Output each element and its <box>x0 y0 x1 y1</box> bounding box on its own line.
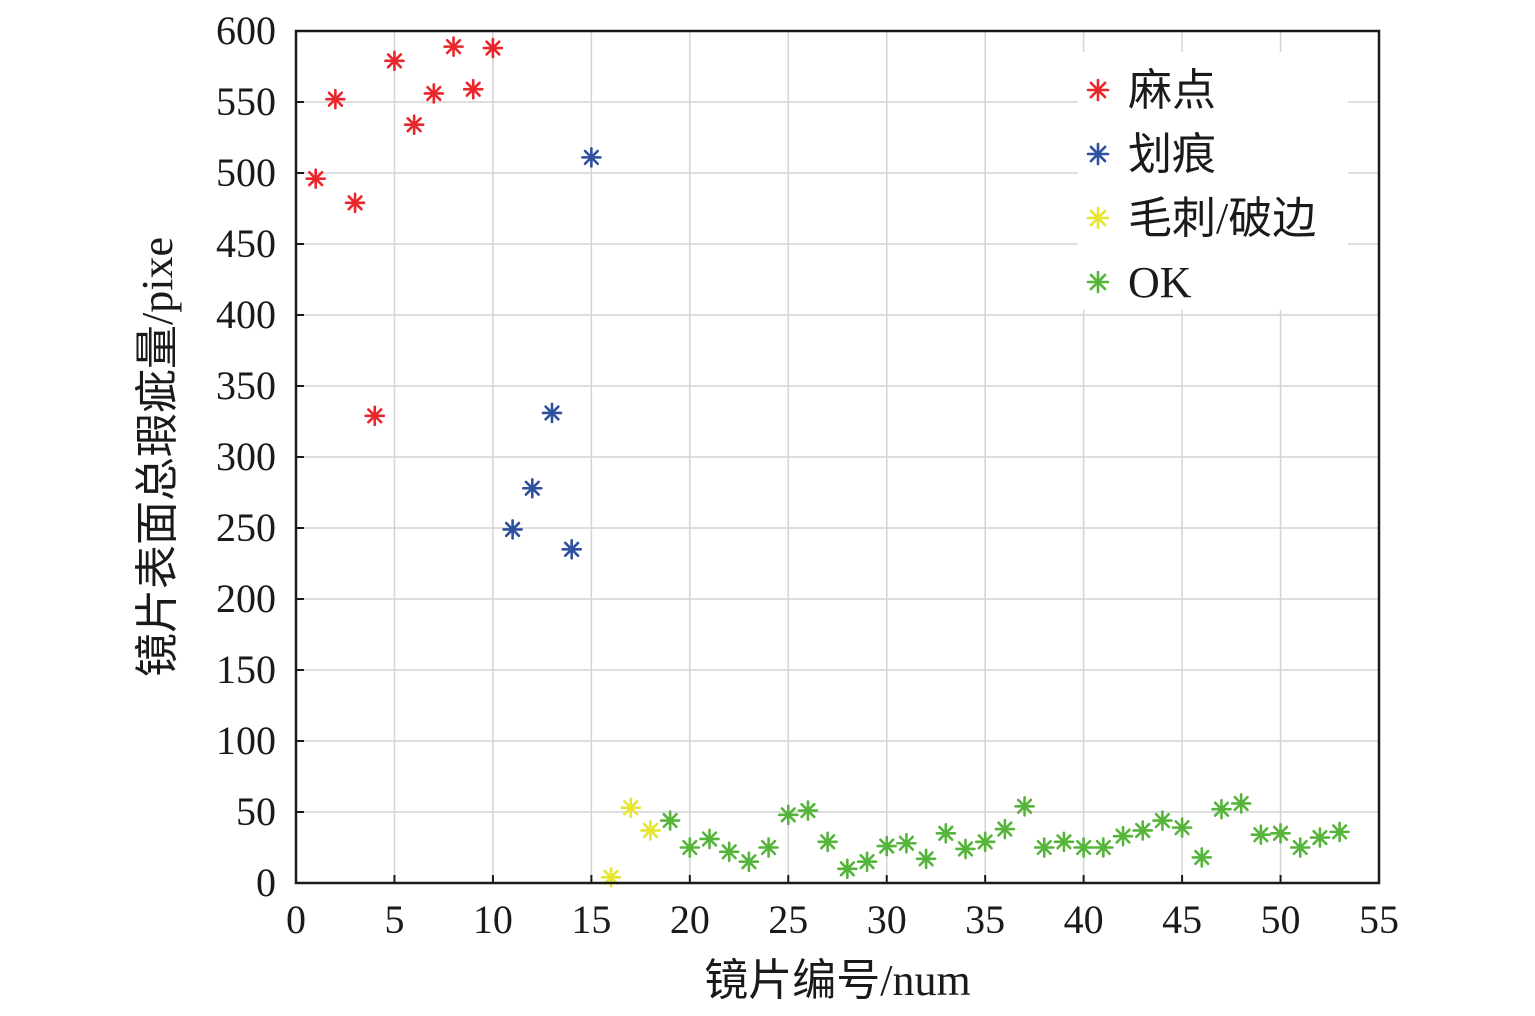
legend-label: 划痕 <box>1128 130 1216 179</box>
legend-label: 毛刺/破边 <box>1128 194 1316 243</box>
data-point <box>423 83 445 104</box>
data-point <box>777 804 799 826</box>
data-point <box>640 820 661 841</box>
x-tick-label: 55 <box>1359 897 1399 942</box>
y-tick-label: 350 <box>216 363 276 408</box>
y-tick-label: 300 <box>216 434 276 479</box>
data-point <box>1152 810 1173 831</box>
y-tick-label: 250 <box>216 505 276 550</box>
data-point <box>1112 825 1134 847</box>
data-point <box>1309 827 1331 848</box>
data-point <box>1270 822 1291 844</box>
x-axis-title: 镜片编号/num <box>704 956 970 1005</box>
data-point <box>403 114 425 136</box>
x-tick-label: 5 <box>384 897 404 942</box>
x-tick-label: 50 <box>1261 897 1301 942</box>
y-tick-label: 100 <box>216 718 276 763</box>
legend-marker <box>1086 270 1110 294</box>
y-tick-label: 600 <box>216 8 276 53</box>
x-tick-label: 15 <box>571 897 611 942</box>
data-point <box>738 851 760 873</box>
legend-box <box>1078 52 1348 310</box>
data-point <box>837 858 858 880</box>
data-points <box>305 36 1350 888</box>
data-point <box>305 168 326 189</box>
data-point <box>1329 821 1350 843</box>
y-tick-label: 50 <box>236 789 276 834</box>
data-point <box>541 402 563 424</box>
data-point <box>1230 793 1252 814</box>
data-point <box>1211 798 1232 820</box>
y-tick-label: 400 <box>216 292 276 337</box>
x-tick-label: 35 <box>965 897 1005 942</box>
legend-marker <box>1086 206 1110 230</box>
data-point <box>915 848 937 870</box>
data-point <box>876 835 898 857</box>
data-point <box>856 851 878 873</box>
data-point <box>443 36 464 57</box>
x-tick-label: 0 <box>286 897 306 942</box>
y-tick-label: 450 <box>216 221 276 266</box>
data-point <box>1191 847 1213 868</box>
data-point <box>1053 831 1075 853</box>
data-point <box>384 50 405 72</box>
y-axis-title: 镜片表面总瑕疵量/pixe <box>133 237 182 677</box>
data-point <box>1033 837 1055 858</box>
data-point <box>344 192 366 214</box>
data-point <box>325 88 346 110</box>
data-point <box>699 828 720 850</box>
data-point <box>1171 817 1193 838</box>
data-point <box>797 800 819 821</box>
data-point <box>1073 837 1094 858</box>
data-point <box>462 78 484 100</box>
y-tick-label: 150 <box>216 647 276 692</box>
x-tick-label: 40 <box>1064 897 1104 942</box>
data-point <box>521 477 543 499</box>
data-point <box>1289 837 1311 858</box>
data-point <box>718 841 740 863</box>
data-point <box>364 405 386 427</box>
x-tick-label: 45 <box>1162 897 1202 942</box>
data-point <box>758 837 779 858</box>
legend-marker <box>1086 78 1110 102</box>
data-point <box>935 822 957 844</box>
data-point <box>817 831 838 853</box>
legend-label: 麻点 <box>1128 66 1216 115</box>
data-point <box>482 37 504 59</box>
y-tick-label: 0 <box>256 860 276 905</box>
legend-label: OK <box>1128 258 1192 307</box>
data-point <box>581 147 602 168</box>
x-tick-label: 25 <box>768 897 808 942</box>
x-tick-label: 30 <box>867 897 907 942</box>
data-point <box>679 837 701 858</box>
plot-frame <box>294 29 1381 885</box>
data-point <box>561 538 582 560</box>
data-point <box>1132 820 1154 841</box>
legend-marker <box>1086 142 1110 166</box>
data-point <box>1014 796 1035 817</box>
y-tick-label: 200 <box>216 576 276 621</box>
y-tick-label: 550 <box>216 79 276 124</box>
y-tick-label: 500 <box>216 150 276 195</box>
data-point <box>974 831 996 853</box>
data-point <box>620 797 642 819</box>
data-point <box>896 832 917 854</box>
x-tick-label: 20 <box>670 897 710 942</box>
data-point <box>502 519 523 540</box>
axis-ticks: 0 5 10 15 20 25 30 35 40 45 50 55050100150200250300… <box>216 8 1399 942</box>
grid-lines <box>296 31 1379 883</box>
data-point <box>994 818 1016 840</box>
data-point <box>1250 824 1272 846</box>
data-point <box>659 810 681 831</box>
data-point <box>1093 837 1114 858</box>
data-point <box>955 838 976 860</box>
x-tick-label: 10 <box>473 897 513 942</box>
